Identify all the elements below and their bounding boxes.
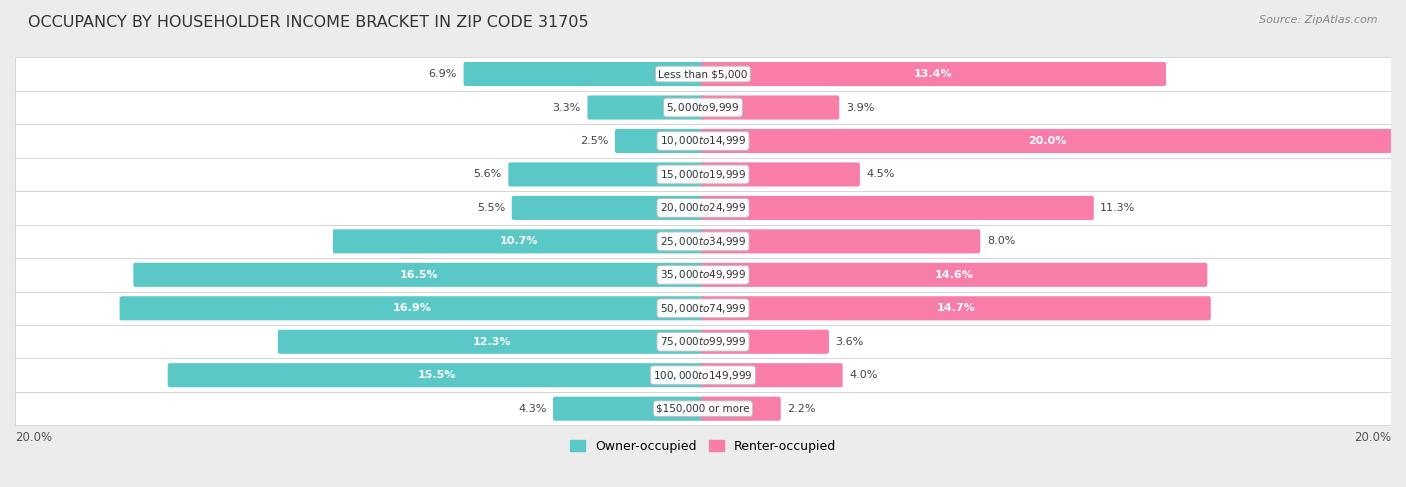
FancyBboxPatch shape [702,363,842,387]
Text: 20.0%: 20.0% [1354,431,1391,444]
Text: $35,000 to $49,999: $35,000 to $49,999 [659,268,747,281]
FancyBboxPatch shape [509,162,704,187]
Text: $50,000 to $74,999: $50,000 to $74,999 [659,302,747,315]
Text: 20.0%: 20.0% [1028,136,1066,146]
FancyBboxPatch shape [702,196,1094,220]
FancyBboxPatch shape [702,263,1208,287]
FancyBboxPatch shape [15,124,1391,158]
FancyBboxPatch shape [15,191,1391,225]
Text: 14.7%: 14.7% [936,303,976,313]
FancyBboxPatch shape [15,91,1391,124]
FancyBboxPatch shape [702,229,980,253]
FancyBboxPatch shape [614,129,704,153]
FancyBboxPatch shape [15,292,1391,325]
FancyBboxPatch shape [167,363,704,387]
FancyBboxPatch shape [15,392,1391,426]
Text: 10.7%: 10.7% [499,236,538,246]
Text: 16.5%: 16.5% [399,270,439,280]
FancyBboxPatch shape [120,296,704,320]
Text: 4.5%: 4.5% [866,169,894,179]
FancyBboxPatch shape [15,225,1391,258]
Legend: Owner-occupied, Renter-occupied: Owner-occupied, Renter-occupied [569,439,837,452]
Text: $5,000 to $9,999: $5,000 to $9,999 [666,101,740,114]
Text: 3.9%: 3.9% [846,102,875,112]
FancyBboxPatch shape [588,95,704,119]
Text: 6.9%: 6.9% [429,69,457,79]
FancyBboxPatch shape [134,263,704,287]
FancyBboxPatch shape [15,158,1391,191]
Text: $10,000 to $14,999: $10,000 to $14,999 [659,134,747,148]
Text: 5.6%: 5.6% [474,169,502,179]
Text: 16.9%: 16.9% [392,303,432,313]
FancyBboxPatch shape [702,330,830,354]
FancyBboxPatch shape [15,258,1391,292]
FancyBboxPatch shape [15,358,1391,392]
Text: Less than $5,000: Less than $5,000 [658,69,748,79]
FancyBboxPatch shape [702,62,1166,86]
FancyBboxPatch shape [702,296,1211,320]
Text: 14.6%: 14.6% [935,270,973,280]
FancyBboxPatch shape [702,95,839,119]
FancyBboxPatch shape [464,62,704,86]
Text: 4.3%: 4.3% [517,404,547,413]
Text: $75,000 to $99,999: $75,000 to $99,999 [659,335,747,348]
FancyBboxPatch shape [553,396,704,421]
FancyBboxPatch shape [702,129,1393,153]
Text: 15.5%: 15.5% [418,370,456,380]
Text: 3.6%: 3.6% [835,337,863,347]
Text: 11.3%: 11.3% [1101,203,1136,213]
Text: $100,000 to $149,999: $100,000 to $149,999 [654,369,752,382]
Text: $150,000 or more: $150,000 or more [657,404,749,413]
Text: OCCUPANCY BY HOUSEHOLDER INCOME BRACKET IN ZIP CODE 31705: OCCUPANCY BY HOUSEHOLDER INCOME BRACKET … [28,15,589,30]
FancyBboxPatch shape [702,162,860,187]
Text: 13.4%: 13.4% [914,69,953,79]
FancyBboxPatch shape [278,330,704,354]
Text: $25,000 to $34,999: $25,000 to $34,999 [659,235,747,248]
Text: $20,000 to $24,999: $20,000 to $24,999 [659,202,747,214]
FancyBboxPatch shape [702,396,780,421]
Text: 12.3%: 12.3% [472,337,510,347]
Text: 3.3%: 3.3% [553,102,581,112]
Text: 2.2%: 2.2% [787,404,815,413]
FancyBboxPatch shape [15,325,1391,358]
Text: 2.5%: 2.5% [581,136,609,146]
Text: 5.5%: 5.5% [477,203,505,213]
Text: 20.0%: 20.0% [15,431,52,444]
FancyBboxPatch shape [15,57,1391,91]
FancyBboxPatch shape [333,229,704,253]
Text: Source: ZipAtlas.com: Source: ZipAtlas.com [1260,15,1378,25]
Text: $15,000 to $19,999: $15,000 to $19,999 [659,168,747,181]
FancyBboxPatch shape [512,196,704,220]
Text: 4.0%: 4.0% [849,370,877,380]
Text: 8.0%: 8.0% [987,236,1015,246]
